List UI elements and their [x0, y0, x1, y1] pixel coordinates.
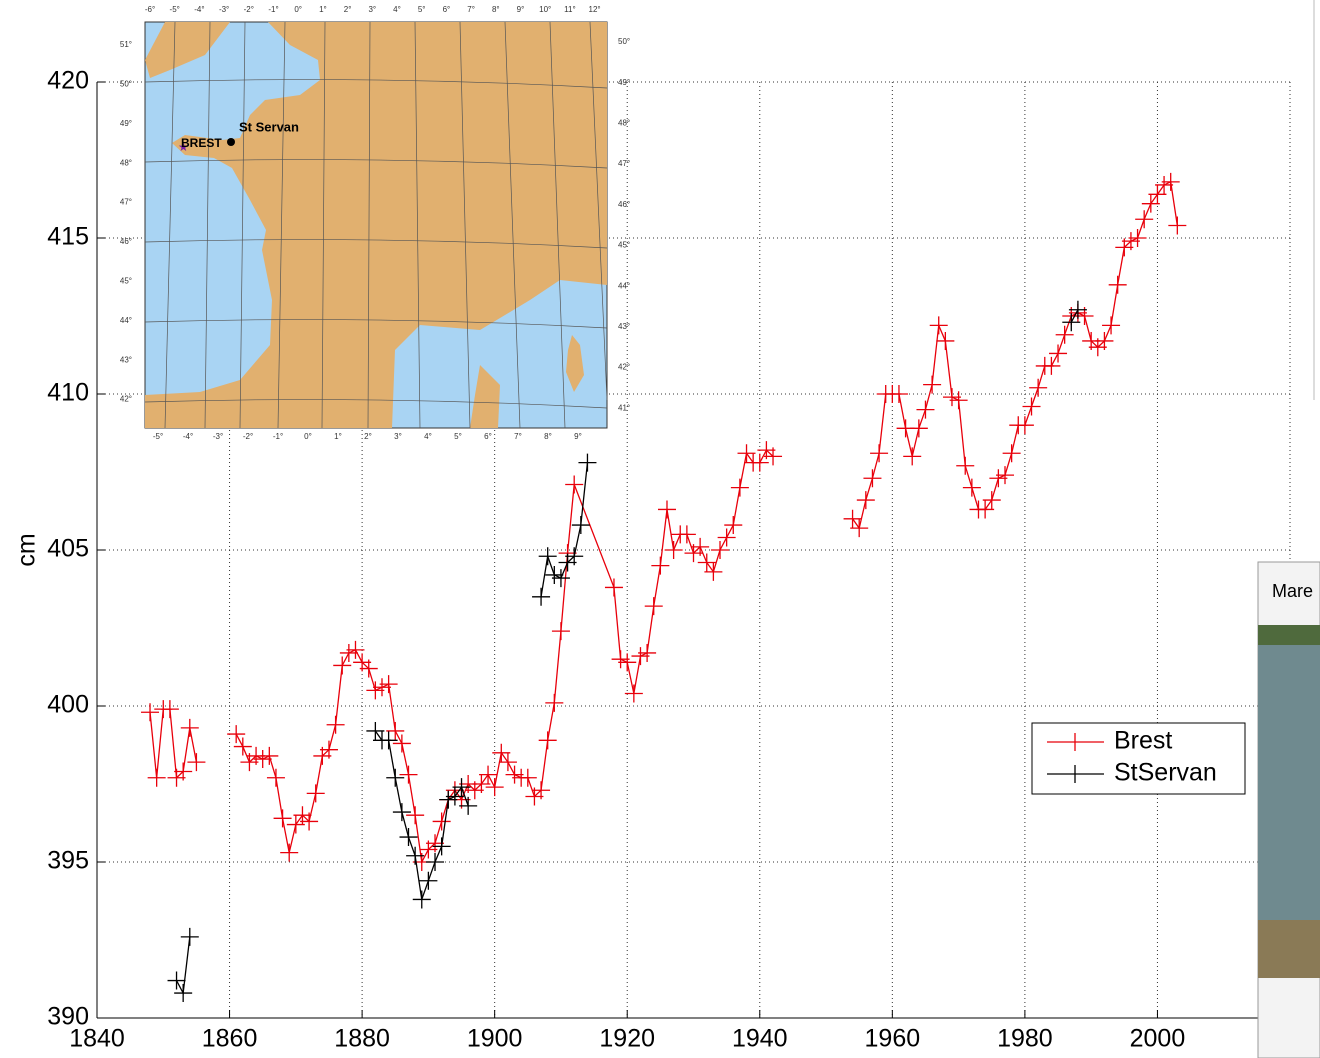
map-tick-label: -6° — [145, 5, 155, 14]
map-tick-label: 5° — [454, 432, 462, 441]
y-axis-label: cm — [13, 533, 41, 566]
map-tick-label: 9° — [517, 5, 525, 14]
photo-shore — [1258, 625, 1320, 645]
map-tick-label: -1° — [273, 432, 283, 441]
map-tick-label: -4° — [194, 5, 204, 14]
map-tick-label: 46° — [618, 200, 630, 209]
map-tick-label: 2° — [364, 432, 372, 441]
map-tick-label: -3° — [213, 432, 223, 441]
map-tick-label: -5° — [170, 5, 180, 14]
legend-label: Brest — [1114, 727, 1172, 755]
map-tick-label: 4° — [393, 5, 401, 14]
x-tick-label: 1960 — [865, 1025, 921, 1053]
photo-vegetation — [1258, 920, 1320, 978]
map-tick-label: 49° — [120, 119, 132, 128]
map-tick-label: 48° — [618, 119, 630, 128]
x-tick-label: 1880 — [334, 1025, 390, 1053]
map-tick-label: 43° — [120, 355, 132, 364]
map-tick-label: -3° — [219, 5, 229, 14]
station-marker — [227, 138, 235, 146]
map-tick-label: 7° — [514, 432, 522, 441]
map-tick-label: 44° — [120, 316, 132, 325]
map-tick-label: 51° — [120, 40, 132, 49]
map-tick-label: 10° — [539, 5, 551, 14]
map-tick-label: 3° — [394, 432, 402, 441]
map-tick-label: 3° — [368, 5, 376, 14]
map-tick-label: 8° — [492, 5, 500, 14]
map-tick-label: 42° — [618, 363, 630, 372]
photo: Mare — [1258, 562, 1320, 1058]
x-tick-label: 2000 — [1130, 1025, 1186, 1053]
y-tick-label: 390 — [47, 1003, 89, 1031]
x-tick-label: 1900 — [467, 1025, 523, 1053]
map-tick-label: 6° — [443, 5, 451, 14]
map-tick-label: 50° — [120, 80, 132, 89]
y-tick-label: 415 — [47, 223, 89, 251]
map-label: St Servan — [239, 119, 299, 134]
map-tick-label: 45° — [618, 241, 630, 250]
map-tick-label: 43° — [618, 322, 630, 331]
photo-caption: Mare — [1272, 581, 1313, 601]
y-tick-label: 395 — [47, 847, 89, 875]
map-tick-label: 41° — [618, 403, 630, 412]
map-tick-label: 0° — [294, 5, 302, 14]
map-tick-label: 42° — [120, 395, 132, 404]
map-tick-label: 46° — [120, 237, 132, 246]
map-tick-label: 9° — [574, 432, 582, 441]
x-tick-label: 1980 — [997, 1025, 1053, 1053]
y-tick-label: 420 — [47, 67, 89, 95]
map-label: BREST — [181, 136, 222, 150]
map-tick-label: 8° — [544, 432, 552, 441]
map-tick-label: 47° — [618, 159, 630, 168]
map-tick-label: 1° — [334, 432, 342, 441]
map-tick-label: -1° — [268, 5, 278, 14]
map-tick-label: -5° — [153, 432, 163, 441]
legend-label: StServan — [1114, 759, 1217, 787]
y-tick-label: 405 — [47, 535, 89, 563]
map-tick-label: -2° — [243, 432, 253, 441]
y-tick-label: 410 — [47, 379, 89, 407]
map-tick-label: -4° — [183, 432, 193, 441]
map-tick-label: 49° — [618, 78, 630, 87]
map-tick-label: 48° — [120, 158, 132, 167]
map-tick-label: 1° — [319, 5, 327, 14]
map-tick-label: 47° — [120, 198, 132, 207]
map-tick-label: 11° — [564, 5, 576, 14]
map-tick-label: 12° — [589, 5, 601, 14]
map-tick-label: 50° — [618, 37, 630, 46]
map-tick-label: 44° — [618, 281, 630, 290]
map-tick-label: -2° — [244, 5, 254, 14]
map-tick-label: 4° — [424, 432, 432, 441]
map-tick-label: 6° — [484, 432, 492, 441]
map-tick-label: 45° — [120, 277, 132, 286]
map-tick-label: 5° — [418, 5, 426, 14]
map-tick-label: 0° — [304, 432, 312, 441]
x-tick-label: 1940 — [732, 1025, 788, 1053]
x-tick-label: 1860 — [202, 1025, 258, 1053]
map-tick-label: 7° — [467, 5, 475, 14]
inset-map: ★ BREST St Servan -6°-5°-4°-3°-2°-1°0°1°… — [120, 5, 630, 441]
y-tick-label: 400 — [47, 691, 89, 719]
figure: 1840186018801900192019401960198020002020… — [0, 0, 1320, 1058]
map-tick-label: 2° — [344, 5, 352, 14]
x-tick-label: 1920 — [599, 1025, 655, 1053]
